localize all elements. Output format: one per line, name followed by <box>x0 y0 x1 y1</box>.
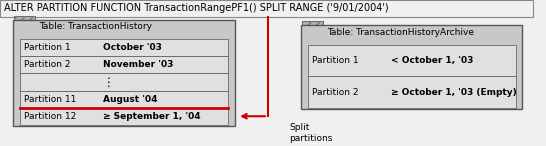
Text: Table: TransactionHistory: Table: TransactionHistory <box>39 22 152 31</box>
FancyBboxPatch shape <box>20 73 228 91</box>
FancyBboxPatch shape <box>301 25 523 109</box>
FancyBboxPatch shape <box>14 16 34 28</box>
Text: ≥ September 1, '04: ≥ September 1, '04 <box>103 112 201 121</box>
Text: < October 1, '03: < October 1, '03 <box>391 56 473 65</box>
Text: Partition 2: Partition 2 <box>312 88 358 97</box>
Text: August '04: August '04 <box>103 95 158 104</box>
Text: Partition 2: Partition 2 <box>24 60 70 69</box>
FancyBboxPatch shape <box>307 45 516 76</box>
FancyBboxPatch shape <box>20 108 228 125</box>
Text: ⋮: ⋮ <box>103 75 115 88</box>
Text: Partition 1: Partition 1 <box>24 43 70 52</box>
Text: Partition 12: Partition 12 <box>24 112 76 121</box>
FancyBboxPatch shape <box>20 91 228 108</box>
Text: October '03: October '03 <box>103 43 162 52</box>
FancyBboxPatch shape <box>20 39 228 56</box>
Text: Table: TransactionHistoryArchive: Table: TransactionHistoryArchive <box>327 28 474 37</box>
Text: ALTER PARTITION FUNCTION TransactionRangePF1() SPLIT RANGE ('9/01/2004'): ALTER PARTITION FUNCTION TransactionRang… <box>4 3 389 13</box>
Text: Split
partitions: Split partitions <box>289 123 333 143</box>
Text: November '03: November '03 <box>103 60 174 69</box>
Text: Partition 1: Partition 1 <box>312 56 359 65</box>
FancyBboxPatch shape <box>20 56 228 73</box>
FancyBboxPatch shape <box>302 21 323 34</box>
Text: Partition 11: Partition 11 <box>24 95 76 104</box>
FancyBboxPatch shape <box>0 0 533 17</box>
FancyBboxPatch shape <box>307 76 516 108</box>
FancyBboxPatch shape <box>13 20 235 126</box>
Text: ≥ October 1, '03 (Empty): ≥ October 1, '03 (Empty) <box>391 88 517 97</box>
